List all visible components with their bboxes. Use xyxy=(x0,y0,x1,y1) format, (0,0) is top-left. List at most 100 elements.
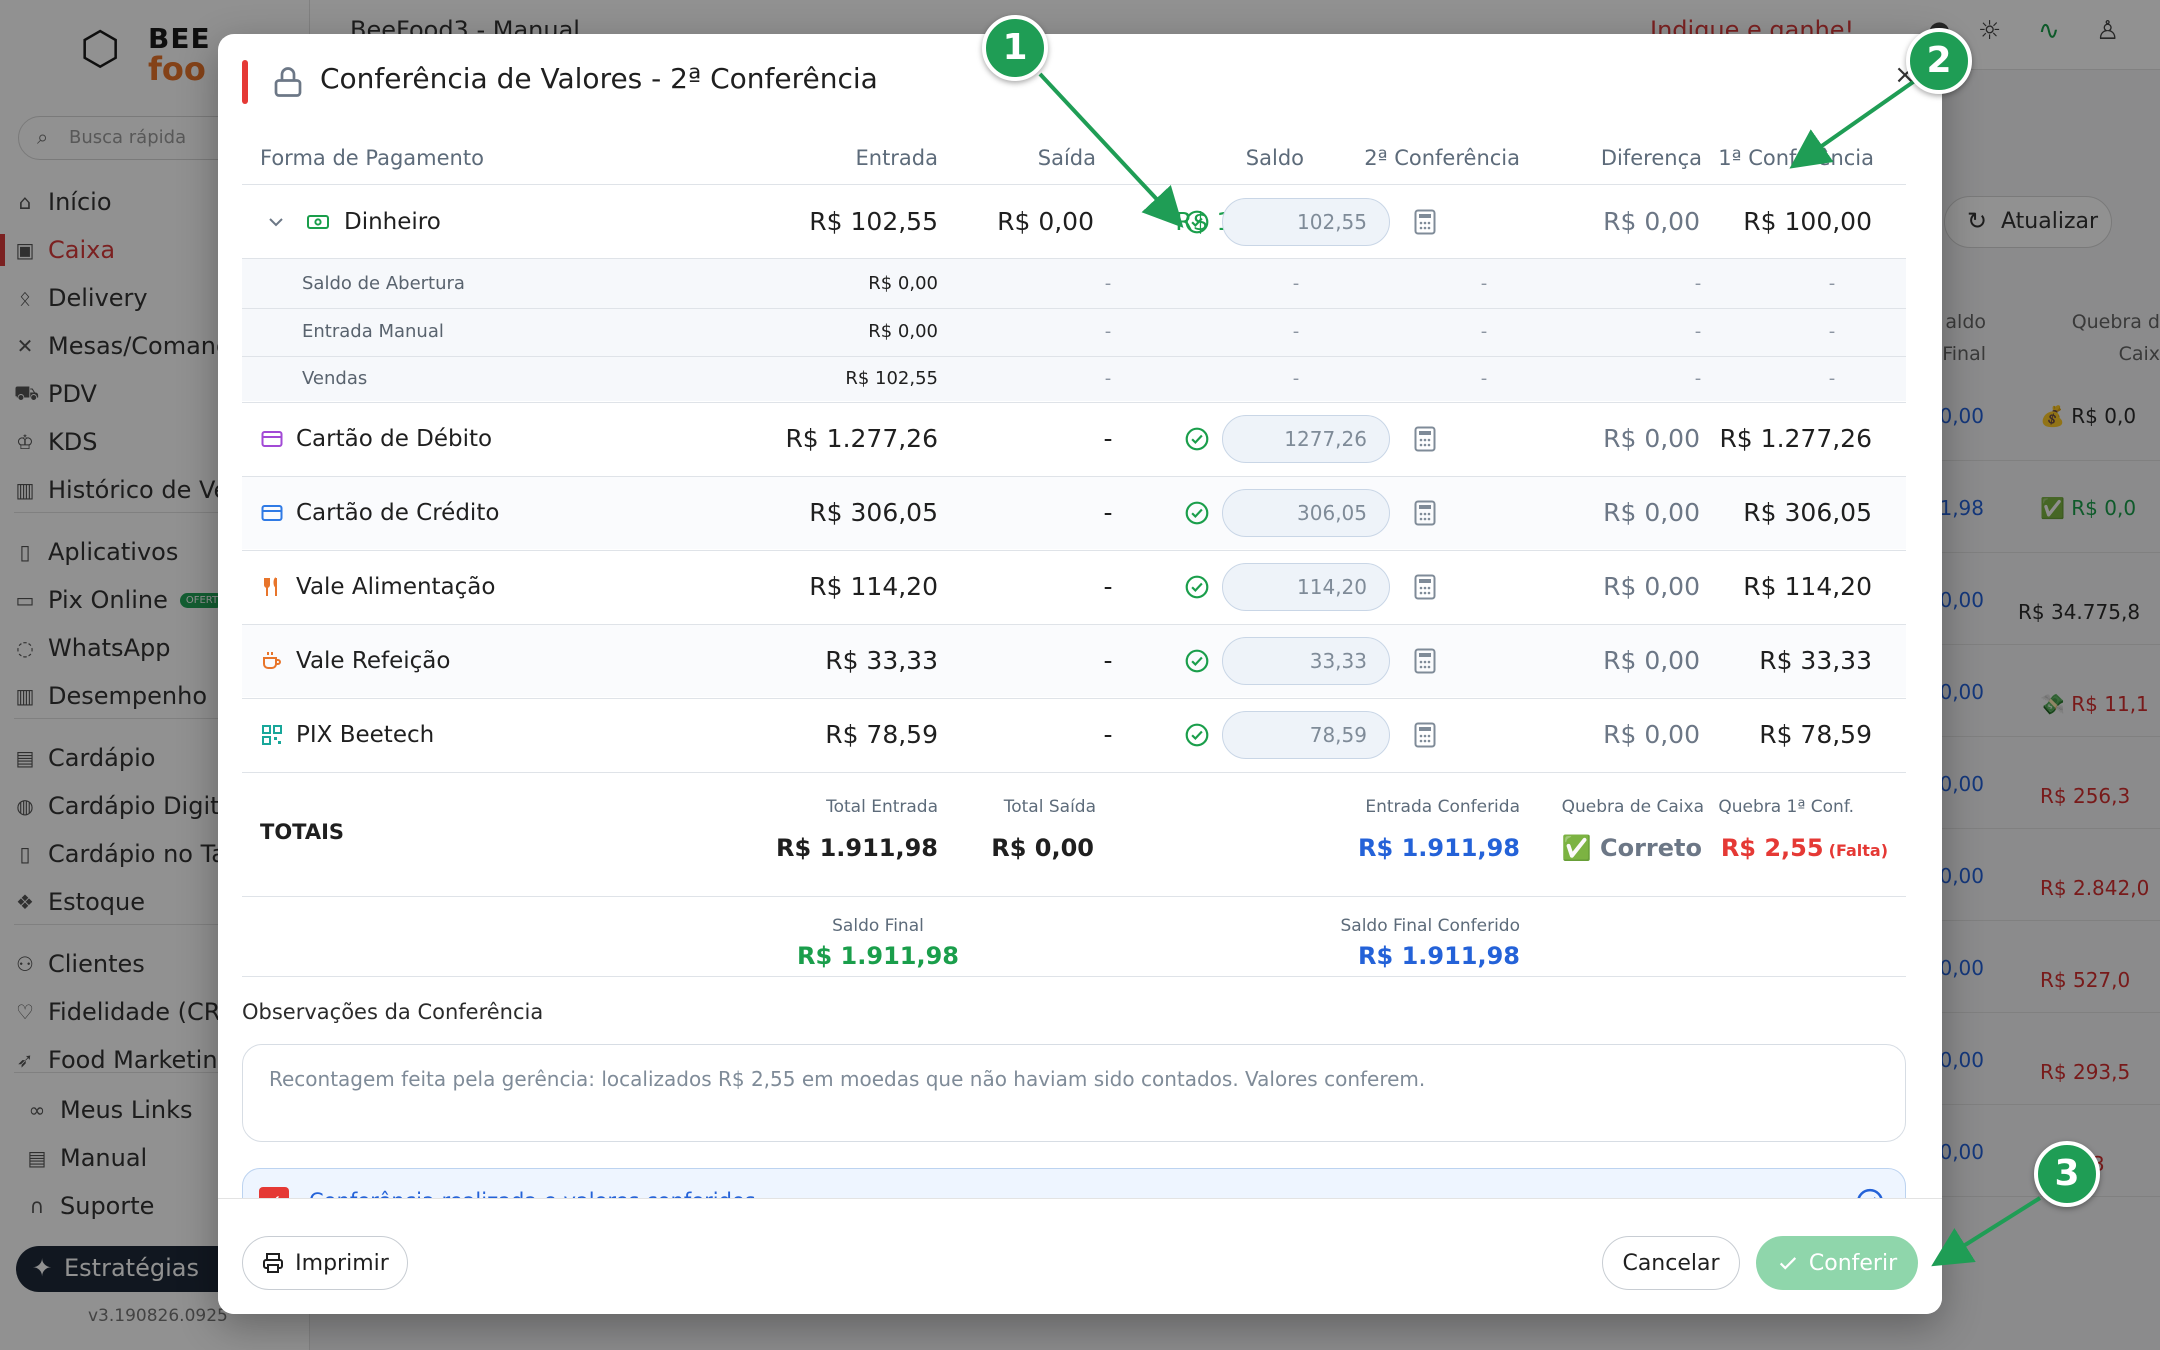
divider xyxy=(242,356,1906,357)
payment-entrada: R$ 114,20 xyxy=(809,572,938,601)
sidebar-item-caixa[interactable]: ▣ Caixa xyxy=(0,230,304,270)
sub-row-entrada: R$ 0,00 xyxy=(868,273,938,294)
payment-method-label: Cartão de Débito xyxy=(296,426,493,452)
payment-primeira-conferencia: R$ 114,20 xyxy=(1743,572,1872,601)
check-circle-icon xyxy=(1185,575,1209,599)
utensils-icon: ✕ xyxy=(16,334,34,358)
logo-text-bottom: foo xyxy=(148,50,206,88)
sub-row-label: Entrada Manual xyxy=(302,321,444,342)
cancel-button[interactable]: Cancelar xyxy=(1602,1236,1740,1290)
header-forma-pagamento: Forma de Pagamento xyxy=(260,146,484,170)
segunda-conferencia-input[interactable] xyxy=(1222,637,1390,685)
sub-row-saida: - xyxy=(1104,368,1112,389)
segunda-conferencia-input[interactable] xyxy=(1222,415,1390,463)
sidebar-item-label: Food Marketing xyxy=(48,1046,233,1074)
quick-search-input[interactable]: ⌕ Busca rápida xyxy=(18,116,288,160)
sidebar-item-label: Suporte xyxy=(60,1192,155,1220)
calculator-icon[interactable] xyxy=(1414,500,1436,526)
conferir-label: Conferir xyxy=(1808,1250,1898,1276)
sidebar-item-kds[interactable]: ♔ KDS xyxy=(14,422,304,462)
logo: ⬡ BEE foo xyxy=(80,20,230,88)
total-saida-label: Total Saída xyxy=(1003,797,1096,817)
divider xyxy=(242,772,1906,773)
divider xyxy=(242,308,1906,309)
conferir-button[interactable]: Conferir xyxy=(1756,1236,1918,1290)
sub-row-diferenca: - xyxy=(1694,321,1702,342)
sidebar-item-desempenho[interactable]: ▥ Desempenho xyxy=(14,676,304,716)
offer-badge: OFERT xyxy=(179,592,225,608)
sidebar-item-aplicativos[interactable]: ▯ Aplicativos xyxy=(14,532,304,572)
bee-logo-icon: ⬡ xyxy=(80,21,121,75)
sidebar-item-fidelidade-cr[interactable]: ♡ Fidelidade (CR xyxy=(14,992,304,1032)
bg-quebra-cell: R$ 34.775,8 xyxy=(2018,600,2141,624)
sidebar-item-hist-rico-de-ve[interactable]: ▥ Histórico de Ve xyxy=(14,470,304,510)
conference-modal: Conferência de Valores - 2ª Conferência … xyxy=(218,34,1942,1314)
calculator-icon[interactable] xyxy=(1414,209,1436,235)
bg-quebra-cell: R$ 527,0 xyxy=(2040,968,2131,992)
sidebar-item-clientes[interactable]: ⚇ Clientes xyxy=(14,944,304,984)
refresh-button[interactable]: ↻ Atualizar xyxy=(1944,196,2112,248)
user-icon[interactable]: ♙ xyxy=(2096,16,2120,46)
sidebar-item-food-marketing[interactable]: ➶ Food Marketing xyxy=(14,1040,304,1080)
payment-method-label: Vale Refeição xyxy=(296,648,451,674)
calculator-icon[interactable] xyxy=(1414,574,1436,600)
observations-textarea[interactable]: Recontagem feita pela gerência: localiza… xyxy=(242,1044,1906,1142)
totals-label: TOTAIS xyxy=(260,820,345,844)
sidebar-item-delivery[interactable]: ᛟ Delivery xyxy=(14,278,304,318)
header-primeira-conferencia: 1ª Conferência xyxy=(1718,146,1874,170)
divider xyxy=(242,258,1906,259)
sidebar-item-card-pio-digit[interactable]: ◍ Cardápio Digit xyxy=(14,786,304,826)
sidebar-item-whatsapp[interactable]: ◌ WhatsApp xyxy=(14,628,304,668)
book-icon: ▤ xyxy=(15,746,35,770)
calculator-icon[interactable] xyxy=(1414,426,1436,452)
calculator-icon[interactable] xyxy=(1414,648,1436,674)
theme-sun-icon[interactable]: ☼ xyxy=(1978,16,2002,46)
entrada-conferida-value: R$ 1.911,98 xyxy=(1358,834,1520,862)
total-entrada-label: Total Entrada xyxy=(826,797,938,817)
sidebar-item-estoque[interactable]: ❖ Estoque xyxy=(14,882,304,922)
segunda-conferencia-input[interactable] xyxy=(1222,711,1390,759)
bg-saldo-final-cell: 0,00 xyxy=(1939,1140,1984,1164)
bg-row-divider xyxy=(1900,1104,2160,1105)
payment-method-label: Vale Alimentação xyxy=(296,574,496,600)
sidebar-item-label: PDV xyxy=(48,380,97,408)
sidebar-item-label: Delivery xyxy=(48,284,148,312)
bike-icon: ᛟ xyxy=(19,286,31,310)
sub-row-primeira: - xyxy=(1828,368,1836,389)
sidebar-item-label: Manual xyxy=(60,1144,148,1172)
sidebar-item-suporte[interactable]: ∩ Suporte xyxy=(26,1186,316,1226)
col-saldo-final-header: aldo Final xyxy=(1942,311,1986,365)
sub-row-segunda: - xyxy=(1480,368,1488,389)
sidebar-item-manual[interactable]: ▤ Manual xyxy=(26,1138,316,1178)
print-button[interactable]: Imprimir xyxy=(242,1236,408,1290)
sidebar-item-pix-online[interactable]: ▭ Pix Online OFERT xyxy=(14,580,304,620)
cash-register-icon: ▣ xyxy=(15,238,35,262)
sparkle-icon: ✦ xyxy=(32,1254,53,1282)
sidebar-item-card-pio-no-ta[interactable]: ▯ Cardápio no Ta xyxy=(14,834,304,874)
sidebar-item-in-cio[interactable]: ⌂ Início xyxy=(14,182,304,222)
calculator-icon[interactable] xyxy=(1414,722,1436,748)
quebra-caixa-label: Quebra de Caixa xyxy=(1561,797,1704,817)
activity-icon[interactable]: ∿ xyxy=(2038,16,2060,46)
sidebar-divider xyxy=(14,512,294,513)
bg-row-divider xyxy=(1900,828,2160,829)
chevron-down-icon[interactable] xyxy=(264,210,288,234)
sidebar-item-pdv[interactable]: ⛟ PDV xyxy=(14,374,304,414)
sub-rows-background xyxy=(242,259,1906,401)
dinheiro-segunda-conferencia-input[interactable] xyxy=(1222,198,1390,246)
strategies-label: Estratégias xyxy=(64,1254,199,1282)
segunda-conferencia-input[interactable] xyxy=(1222,563,1390,611)
bg-saldo-final-cell: 0,00 xyxy=(1939,864,1984,888)
fork-knife-icon xyxy=(264,577,277,596)
sidebar-item-label: Início xyxy=(48,188,112,216)
col-quebra-header: Quebra d Caix xyxy=(2071,311,2160,365)
sidebar-item-card-pio[interactable]: ▤ Cardápio xyxy=(14,738,304,778)
sidebar-item-mesas-comand[interactable]: ✕ Mesas/Comand xyxy=(14,326,304,366)
payment-saida: - xyxy=(1103,498,1113,527)
sidebar-item-meus-links[interactable]: ∞ Meus Links xyxy=(26,1090,316,1130)
segunda-conferencia-input[interactable] xyxy=(1222,489,1390,537)
payment-diferenca: R$ 0,00 xyxy=(1603,720,1700,749)
sub-row-primeira: - xyxy=(1828,273,1836,294)
bg-quebra-cell: 💸 R$ 11,1 xyxy=(2040,692,2149,716)
sidebar-item-label: Aplicativos xyxy=(48,538,179,566)
